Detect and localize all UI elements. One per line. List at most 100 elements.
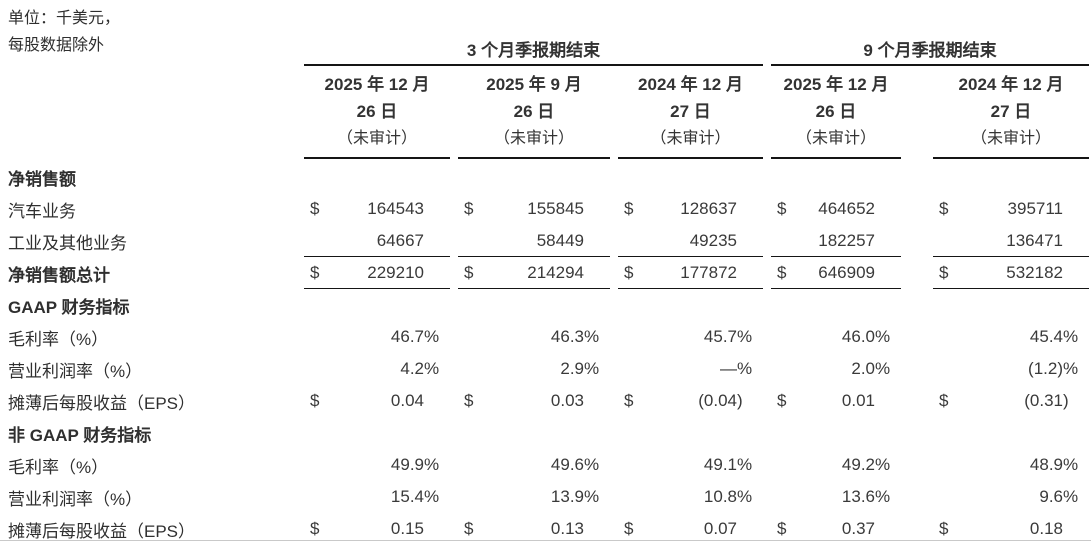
period-end-date: 27 日 bbox=[670, 102, 711, 121]
cell-value: 13.9 bbox=[550, 487, 584, 506]
cell-value: 46.3 bbox=[550, 327, 584, 346]
value-cell: 10.8% bbox=[618, 481, 763, 513]
value-cell: 45.7% bbox=[618, 321, 763, 353]
cell-value: 136471 bbox=[1006, 230, 1063, 250]
cell-value: 0.04 bbox=[390, 391, 424, 410]
value-cell: $395711 bbox=[933, 193, 1089, 225]
value-cell: $ (0.31) bbox=[933, 385, 1089, 417]
cell-value: 0.15 bbox=[390, 519, 424, 538]
column-group-header-9month: 9 个月季报期结束 bbox=[771, 36, 1089, 66]
table-row: 工业及其他业务 64667 58449 49235 182257 136471 bbox=[0, 225, 1091, 257]
dollar-sign: $ bbox=[464, 262, 474, 282]
dollar-sign: $ bbox=[624, 199, 634, 218]
cell-value-suffix: % bbox=[737, 487, 753, 506]
cell-value: 155845 bbox=[527, 199, 584, 218]
value-cell: $0.07 bbox=[618, 513, 763, 545]
value-cell: 182257 bbox=[771, 225, 901, 257]
value-cell: $229210 bbox=[304, 257, 450, 289]
cell-value: 0.03 bbox=[550, 391, 584, 410]
dollar-sign: $ bbox=[777, 391, 787, 410]
cell-value: 177872 bbox=[680, 262, 737, 282]
cell-value: (0.31 bbox=[1024, 391, 1063, 410]
cell-value: 164543 bbox=[367, 199, 424, 218]
cell-value: 49.1 bbox=[703, 455, 737, 474]
cell-value: 646909 bbox=[818, 262, 875, 282]
value-cell: $0.04 bbox=[304, 385, 450, 417]
value-cell: $164543 bbox=[304, 193, 450, 225]
cell-value: 45.4 bbox=[1029, 327, 1063, 346]
value-cell: $646909 bbox=[771, 257, 901, 289]
cell-value: 229210 bbox=[367, 262, 424, 282]
period-end-date: 2024 年 12 月 bbox=[638, 75, 743, 94]
cell-value: 2.0 bbox=[851, 359, 875, 378]
cell-value: 0.37 bbox=[841, 519, 875, 538]
column-header: 2024 年 12 月 27 日 （未审计） bbox=[933, 66, 1089, 159]
value-cell: 13.6% bbox=[771, 481, 901, 513]
period-end-date: 2025 年 12 月 bbox=[783, 75, 889, 94]
value-cell: —% bbox=[618, 353, 763, 385]
table-row: 毛利率（%） 49.9% 49.6% 49.1% 49.2% 48.9% bbox=[0, 449, 1091, 481]
value-cell: 13.9% bbox=[458, 481, 610, 513]
cell-value: 10.8 bbox=[703, 487, 737, 506]
dollar-sign: $ bbox=[939, 519, 949, 538]
dollar-sign: $ bbox=[464, 199, 474, 218]
value-cell: 4.2% bbox=[304, 353, 450, 385]
column-header: 2025 年 12 月 26 日 （未审计） bbox=[304, 66, 450, 159]
value-cell: 64667 bbox=[304, 225, 450, 257]
unaudited-note: （未审计） bbox=[336, 130, 417, 147]
cell-value-suffix: % bbox=[1063, 455, 1079, 474]
cell-value: 9.6 bbox=[1039, 487, 1063, 506]
row-label: 毛利率（%） bbox=[8, 457, 109, 477]
cell-value-suffix: % bbox=[1063, 327, 1079, 346]
dollar-sign: $ bbox=[310, 391, 320, 410]
value-cell: $0.03 bbox=[458, 385, 610, 417]
cell-value: 128637 bbox=[680, 199, 737, 218]
value-cell: 9.6% bbox=[933, 481, 1089, 513]
cell-value: 49235 bbox=[689, 230, 737, 250]
cell-value: 15.4 bbox=[390, 487, 424, 506]
value-cell: 2.0% bbox=[771, 353, 901, 385]
cell-value-suffix: % bbox=[737, 455, 753, 474]
dollar-sign: $ bbox=[777, 519, 787, 538]
value-cell: 49.6% bbox=[458, 449, 610, 481]
dollar-sign: $ bbox=[939, 391, 949, 410]
cell-value: 49.9 bbox=[390, 455, 424, 474]
cell-value-suffix: % bbox=[424, 327, 440, 346]
period-end-date: 27 日 bbox=[990, 102, 1032, 121]
cell-value: 532182 bbox=[1006, 262, 1063, 282]
row-label: 净销售额 bbox=[8, 169, 76, 189]
column-header: 2025 年 9 月 26 日 （未审计） bbox=[458, 66, 610, 159]
cell-value: 58449 bbox=[536, 230, 584, 250]
column-header: 2025 年 12 月 26 日 （未审计） bbox=[771, 66, 901, 159]
column-header: 2024 年 12 月 27 日 （未审计） bbox=[618, 66, 763, 159]
cell-value-suffix: % bbox=[424, 487, 440, 506]
value-cell: $0.01 bbox=[771, 385, 901, 417]
bottom-rule bbox=[0, 540, 1091, 541]
table-row: 净销售额总计 $229210 $214294 $177872 $646909 $53218… bbox=[0, 257, 1091, 289]
cell-value-suffix: % bbox=[584, 455, 600, 474]
unit-note-line1: 单位：千美元， bbox=[8, 10, 121, 27]
period-end-date: 2025 年 9 月 bbox=[486, 75, 582, 94]
table-row: GAAP 财务指标 bbox=[0, 289, 1091, 321]
cell-value: 214294 bbox=[527, 262, 584, 282]
unaudited-note: （未审计） bbox=[493, 130, 574, 147]
value-cell: 58449 bbox=[458, 225, 610, 257]
dollar-sign: $ bbox=[777, 199, 787, 218]
row-label: 工业及其他业务 bbox=[8, 233, 127, 253]
table-row: 营业利润率（%） 15.4% 13.9% 10.8% 13.6% 9.6% bbox=[0, 481, 1091, 513]
cell-value-suffix: % bbox=[875, 327, 891, 346]
table-body: 净销售额 汽车业务 $164543 $155845 $128637 $464652 $395… bbox=[0, 159, 1091, 545]
cell-value: (0.04 bbox=[698, 391, 737, 410]
value-cell: $155845 bbox=[458, 193, 610, 225]
cell-value-suffix: % bbox=[424, 359, 440, 378]
table-row: 汽车业务 $164543 $155845 $128637 $464652 $395711 bbox=[0, 193, 1091, 225]
row-label: GAAP 财务指标 bbox=[8, 297, 130, 317]
cell-value-suffix: % bbox=[737, 359, 753, 378]
row-label: 净销售额总计 bbox=[8, 265, 110, 285]
value-cell: $214294 bbox=[458, 257, 610, 289]
table-row: 毛利率（%） 46.7% 46.3% 45.7% 46.0% 45.4% bbox=[0, 321, 1091, 353]
dollar-sign: $ bbox=[310, 519, 320, 538]
value-cell: (1.2)% bbox=[933, 353, 1089, 385]
dollar-sign: $ bbox=[624, 519, 634, 538]
